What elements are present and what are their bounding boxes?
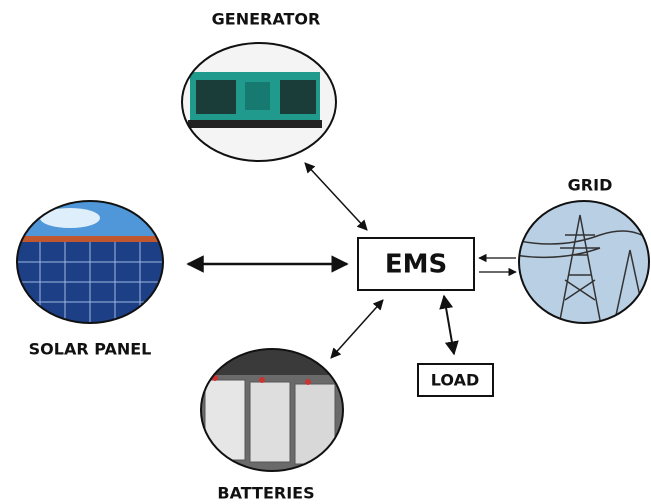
grid-image (519, 201, 649, 323)
solar-circle (16, 200, 164, 324)
arrow-load (439, 294, 459, 356)
grid-label: GRID (568, 176, 613, 195)
generator-image (182, 43, 336, 161)
load-label: LOAD (431, 371, 479, 390)
grid-circle (518, 200, 650, 324)
ems-box (357, 237, 475, 291)
batteries-label: BATTERIES (217, 484, 314, 503)
arrow-generator (304, 162, 368, 231)
arrow-batteries (330, 299, 384, 359)
generator-label: GENERATOR (212, 10, 321, 29)
ems-label: EMS (385, 250, 447, 280)
batteries-image (201, 349, 343, 471)
solar-image (17, 201, 163, 323)
batteries-circle (200, 348, 344, 472)
load-box (417, 363, 494, 397)
solar-label: SOLAR PANEL (29, 340, 152, 359)
generator-circle (181, 42, 337, 162)
